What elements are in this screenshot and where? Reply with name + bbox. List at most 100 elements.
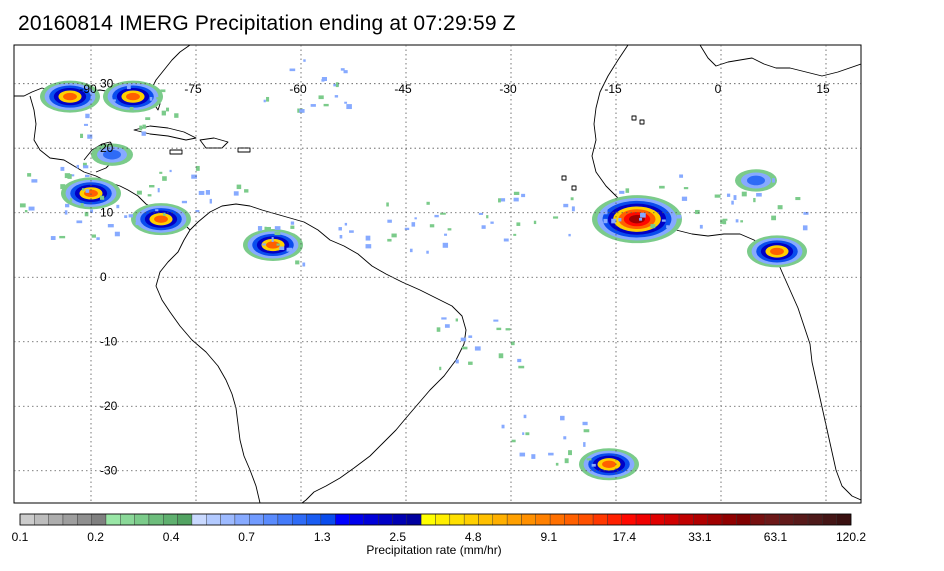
coastline-south-america-west — [155, 229, 261, 503]
precip-speckle — [302, 262, 306, 267]
precip-speckle — [548, 452, 554, 456]
colorbar-swatch — [435, 513, 451, 526]
precip-speckle — [124, 215, 128, 218]
precip-speckle — [568, 450, 572, 456]
precip-speckle — [69, 198, 73, 202]
colorbar-swatch — [736, 513, 751, 526]
precip-speckle — [493, 319, 499, 322]
precip-speckle — [387, 219, 392, 223]
colorbar-swatch — [62, 513, 78, 526]
precip-speckle — [455, 359, 459, 364]
precip-speckle — [777, 205, 783, 210]
precip-speckle — [501, 424, 505, 429]
colorbar-swatch — [220, 513, 236, 526]
colorbar-swatch — [621, 513, 637, 526]
precip-speckle — [110, 99, 116, 102]
precip-speckle — [128, 214, 134, 218]
precip-ring — [103, 149, 121, 160]
precip-speckle — [135, 221, 140, 226]
colorbar-frame — [19, 513, 852, 526]
colorbar-swatch — [34, 513, 49, 526]
precip-speckle — [145, 117, 151, 121]
precip-speckle — [84, 211, 89, 217]
precipitation-layer — [19, 59, 809, 481]
colorbar-swatch — [392, 513, 408, 526]
precip-speckle — [310, 104, 316, 107]
colorbar-swatch — [234, 513, 250, 526]
precip-speckle — [149, 96, 153, 101]
colorbar-swatch — [449, 513, 465, 526]
precip-speckle — [126, 84, 131, 90]
precip-speckle — [591, 463, 596, 467]
precip-speckle — [461, 346, 468, 350]
precip-speckle — [803, 211, 809, 215]
colorbar-swatch — [48, 513, 64, 526]
latitude-label: -10 — [100, 335, 118, 349]
precip-speckle — [650, 224, 656, 229]
precip-speckle — [116, 204, 120, 209]
precip-speckle — [474, 346, 481, 351]
precip-speckle — [236, 184, 242, 190]
precip-speckle — [498, 353, 504, 359]
precip-speckle — [505, 328, 511, 331]
precip-speckle — [365, 235, 371, 241]
colorbar-swatch — [177, 513, 193, 526]
colorbar-tick-label: 33.1 — [688, 530, 712, 544]
coastline-cuba — [133, 125, 197, 141]
precip-speckle — [162, 176, 167, 181]
colorbar-swatch — [707, 513, 723, 526]
precip-speckle — [139, 125, 143, 131]
precip-speckle — [521, 193, 526, 198]
colorbar-swatch — [607, 513, 622, 526]
precip-speckle — [455, 318, 459, 322]
precip-speckle — [795, 197, 801, 201]
colorbar-swatch — [306, 513, 322, 526]
latitude-label: 0 — [100, 270, 107, 284]
precip-speckle — [195, 165, 200, 171]
colorbar-swatch — [721, 513, 737, 526]
precip-speckle — [76, 220, 83, 224]
precip-speckle — [444, 324, 450, 328]
precip-speckle — [83, 165, 89, 169]
precip-speckle — [205, 190, 210, 195]
precip-speckle — [64, 210, 68, 215]
precip-speckle — [90, 209, 94, 213]
colorbar-tick-label: 17.4 — [612, 530, 637, 544]
precip-speckle — [510, 341, 515, 346]
colorbar-swatch — [134, 513, 150, 526]
latitude-label: -30 — [100, 464, 118, 478]
precip-speckle — [191, 174, 197, 179]
precip-speckle — [344, 222, 348, 226]
colorbar-swatch — [320, 513, 336, 526]
precip-speckle — [478, 212, 484, 215]
precip-speckle — [295, 260, 300, 265]
light-rain-speckles — [19, 59, 809, 467]
precip-speckle — [340, 68, 345, 71]
precip-speckle — [741, 191, 747, 197]
colorbar-swatch — [249, 513, 264, 526]
precip-speckle — [468, 335, 473, 338]
coastline-europe-iberia — [699, 45, 861, 77]
colorbar-swatch — [349, 513, 365, 526]
colorbar-swatch — [578, 513, 594, 526]
precip-ring — [126, 92, 140, 101]
precip-speckle — [91, 234, 96, 238]
colorbar-swatch — [277, 513, 293, 526]
precip-speckle — [726, 193, 731, 197]
colorbar-swatch — [478, 513, 494, 526]
colorbar-swatch — [807, 513, 823, 526]
colorbar-swatch — [292, 513, 307, 526]
precip-speckle — [640, 212, 646, 218]
colorbar-swatch — [77, 513, 92, 526]
precip-speckle — [387, 238, 392, 242]
precip-speckle — [266, 96, 270, 102]
precip-ring — [602, 460, 616, 468]
precip-speckle — [76, 164, 80, 169]
precip-speckle — [468, 361, 473, 365]
longitude-label: -15 — [604, 82, 622, 96]
precip-speckle — [169, 169, 172, 173]
colorbar-swatch — [406, 513, 422, 526]
colorbar-tick-label: 0.2 — [87, 530, 104, 544]
precip-speckle — [714, 194, 721, 198]
colorbar-tick-label: 2.5 — [389, 530, 407, 544]
